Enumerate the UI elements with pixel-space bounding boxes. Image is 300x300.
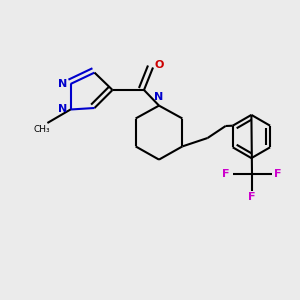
Text: N: N bbox=[58, 104, 68, 115]
Text: F: F bbox=[248, 192, 256, 202]
Text: F: F bbox=[222, 169, 230, 179]
Text: CH₃: CH₃ bbox=[34, 124, 50, 134]
Text: N: N bbox=[154, 92, 164, 102]
Text: N: N bbox=[58, 79, 68, 89]
Text: F: F bbox=[274, 169, 282, 179]
Text: O: O bbox=[154, 60, 164, 70]
